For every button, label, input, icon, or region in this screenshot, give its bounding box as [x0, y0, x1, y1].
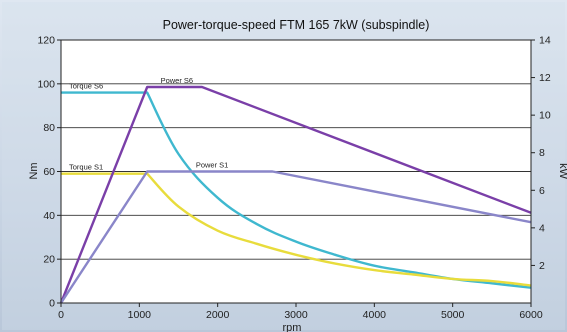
y-left-tick-label: 40: [43, 210, 55, 222]
x-tick-label: 0: [58, 309, 64, 321]
x-tick-label: 4000: [363, 309, 387, 321]
series-labels: Torque S6 Torque S1 Power S6 Power S1: [69, 76, 228, 172]
x-tick-label: 6000: [519, 309, 543, 321]
y-left-tick-label: 60: [43, 166, 55, 178]
y-left-tick-label: 0: [49, 298, 55, 310]
y-left-axis-ticks: 0 20 40 60 80 100 120: [37, 35, 61, 310]
x-tick-label: 5000: [441, 309, 465, 321]
series-lines: [59, 85, 532, 304]
y-right-tick-label: 10: [539, 110, 551, 122]
y-left-tick-label: 100: [37, 78, 55, 90]
y-right-tick-label: 12: [539, 72, 551, 84]
chart-title: Power-torque-speed FTM 165 7kW (subspind…: [163, 18, 430, 32]
series-label-power-s1: Power S1: [196, 161, 229, 170]
x-tick-label: 3000: [284, 309, 308, 321]
y-right-axis-label: kW: [557, 163, 567, 180]
x-tick-label: 1000: [128, 309, 152, 321]
y-right-tick-label: 4: [539, 222, 545, 234]
series-label-power-s6: Power S6: [161, 76, 194, 85]
y-left-axis-label: Nm: [28, 162, 40, 179]
y-right-tick-label: 8: [539, 147, 545, 159]
y-left-tick-label: 120: [37, 35, 55, 47]
x-axis-label: rpm: [283, 322, 302, 332]
series-label-torque-s1: Torque S1: [69, 163, 103, 172]
y-right-tick-label: 2: [539, 260, 545, 272]
series-line-power-s6: [59, 85, 532, 304]
grid-lines: [61, 83, 531, 260]
series-line-torque-s1: [61, 172, 532, 287]
y-right-tick-label: 6: [539, 185, 545, 197]
y-right-axis-ticks: 2 4 6 8 10 12 14: [531, 35, 551, 272]
y-left-tick-label: 20: [43, 254, 55, 266]
series-label-torque-s6: Torque S6: [69, 82, 103, 91]
series-line-power-s1: [59, 170, 532, 304]
y-left-tick-label: 80: [43, 122, 55, 134]
x-tick-label: 2000: [206, 309, 230, 321]
x-axis-ticks: 0 1000 2000 3000 4000 5000 6000: [58, 303, 543, 321]
y-right-tick-label: 14: [539, 35, 551, 47]
